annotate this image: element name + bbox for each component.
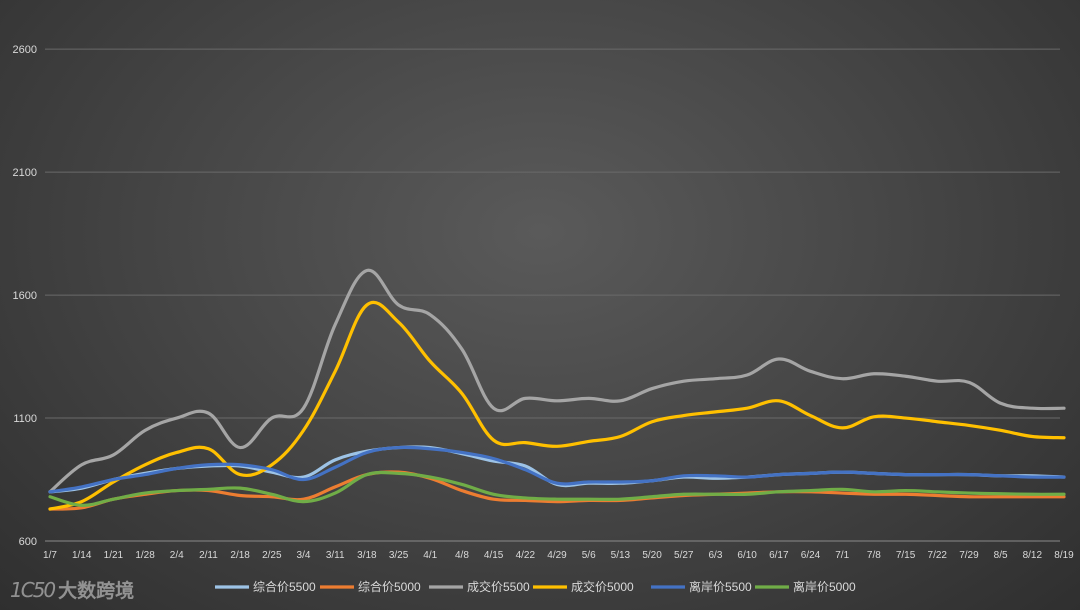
legend[interactable]: 综合价5500 综合价5000 成交价5500 成交价5000 离岸价5500 离岸价50… bbox=[215, 579, 856, 594]
x-tick-label: 1/7 bbox=[43, 550, 57, 561]
y-tick-label: 1100 bbox=[13, 413, 37, 425]
watermark: 1C50 大数跨境 bbox=[10, 576, 134, 603]
legend-label: 综合价5000 bbox=[358, 579, 421, 594]
legend-label: 离岸价5000 bbox=[793, 579, 856, 594]
x-tick-label: 7/15 bbox=[896, 550, 916, 561]
x-tick-label: 7/22 bbox=[928, 550, 948, 561]
x-tick-label: 4/8 bbox=[455, 550, 469, 561]
legend-label: 离岸价5500 bbox=[689, 579, 752, 594]
x-tick-label: 3/25 bbox=[389, 550, 409, 561]
legend-item[interactable]: 成交价5500 bbox=[429, 579, 530, 594]
x-tick-label: 7/1 bbox=[835, 550, 849, 561]
x-tick-label: 2/25 bbox=[262, 550, 282, 561]
x-tick-label: 2/18 bbox=[230, 550, 250, 561]
x-tick-label: 8/12 bbox=[1023, 550, 1043, 561]
x-tick-label: 4/29 bbox=[547, 550, 567, 561]
x-tick-label: 4/22 bbox=[516, 550, 536, 561]
x-tick-label: 3/11 bbox=[326, 550, 345, 561]
x-tick-label: 5/13 bbox=[611, 550, 631, 561]
series-line-5 bbox=[48, 445, 1066, 494]
x-tick-label: 7/8 bbox=[867, 550, 881, 561]
legend-item[interactable]: 离岸价5500 bbox=[651, 579, 752, 594]
legend-item[interactable]: 离岸价5000 bbox=[755, 579, 856, 594]
series-line-4 bbox=[48, 300, 1066, 511]
y-tick-label: 2600 bbox=[13, 44, 37, 56]
x-tick-label: 1/21 bbox=[104, 550, 124, 561]
x-tick-label: 5/6 bbox=[582, 550, 596, 561]
x-tick-label: 3/4 bbox=[297, 550, 311, 561]
x-tick-label: 2/4 bbox=[170, 550, 184, 561]
y-tick-label: 600 bbox=[19, 536, 37, 548]
legend-item[interactable]: 成交价5000 bbox=[533, 579, 634, 594]
watermark-logo: 1C50 bbox=[10, 577, 56, 602]
series-line-3 bbox=[48, 268, 1066, 494]
series-line-6 bbox=[48, 470, 1066, 507]
x-tick-label: 1/14 bbox=[72, 550, 92, 561]
legend-item[interactable]: 综合价5000 bbox=[320, 579, 421, 594]
legend-label: 成交价5000 bbox=[571, 579, 634, 594]
x-tick-label: 5/20 bbox=[642, 550, 662, 561]
y-tick-label: 1600 bbox=[13, 290, 37, 302]
legend-item[interactable]: 综合价5500 bbox=[215, 579, 316, 594]
watermark-text: 大数跨境 bbox=[58, 580, 135, 602]
x-tick-label: 8/19 bbox=[1054, 550, 1074, 561]
x-tick-label: 4/15 bbox=[484, 550, 504, 561]
x-tick-label: 2/11 bbox=[199, 550, 218, 561]
x-tick-label: 6/24 bbox=[801, 550, 821, 561]
legend-label: 成交价5500 bbox=[467, 579, 530, 594]
x-tick-label: 7/29 bbox=[959, 550, 979, 561]
series-lines bbox=[48, 268, 1066, 511]
x-tick-label: 8/5 bbox=[994, 550, 1008, 561]
x-tick-label: 6/17 bbox=[769, 550, 789, 561]
x-tick-label: 6/10 bbox=[737, 550, 757, 561]
series-line-1 bbox=[48, 445, 1066, 494]
x-tick-label: 3/18 bbox=[357, 550, 377, 561]
x-tick-label: 4/1 bbox=[423, 550, 437, 561]
legend-label: 综合价5500 bbox=[253, 579, 316, 594]
y-tick-label: 2100 bbox=[13, 167, 37, 179]
x-tick-label: 1/28 bbox=[135, 550, 155, 561]
y-axis-ticks: 600 1100 1600 2100 2600 bbox=[13, 44, 37, 548]
x-tick-label: 6/3 bbox=[708, 550, 722, 561]
series-line-2 bbox=[48, 470, 1066, 511]
x-axis-ticks: 1/7 1/14 1/21 1/28 2/4 2/11 2/18 2/25 3/4 3/11 3/1… bbox=[43, 550, 1074, 561]
x-tick-label: 5/27 bbox=[674, 550, 694, 561]
